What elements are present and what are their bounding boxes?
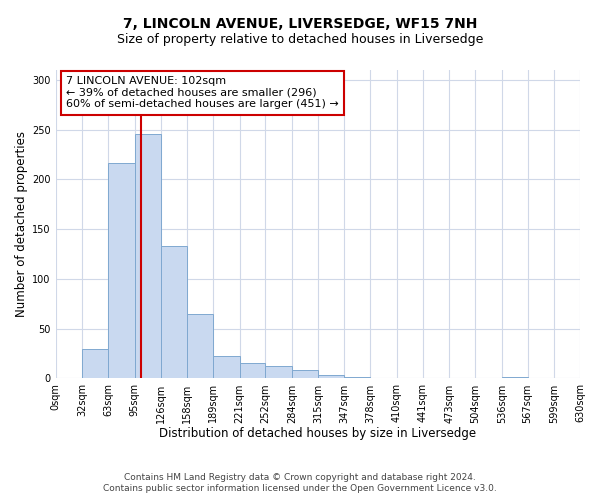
Text: 7, LINCOLN AVENUE, LIVERSEDGE, WF15 7NH: 7, LINCOLN AVENUE, LIVERSEDGE, WF15 7NH: [123, 18, 477, 32]
Text: Size of property relative to detached houses in Liversedge: Size of property relative to detached ho…: [117, 32, 483, 46]
Y-axis label: Number of detached properties: Number of detached properties: [15, 131, 28, 317]
Text: 7 LINCOLN AVENUE: 102sqm
← 39% of detached houses are smaller (296)
60% of semi-: 7 LINCOLN AVENUE: 102sqm ← 39% of detach…: [66, 76, 339, 110]
Bar: [82, 348, 108, 378]
Text: Contains HM Land Registry data © Crown copyright and database right 2024.: Contains HM Land Registry data © Crown c…: [124, 472, 476, 482]
Bar: [292, 370, 318, 378]
Bar: [108, 162, 135, 378]
Bar: [213, 356, 239, 378]
Text: Contains public sector information licensed under the Open Government Licence v3: Contains public sector information licen…: [103, 484, 497, 493]
Bar: [187, 314, 213, 378]
X-axis label: Distribution of detached houses by size in Liversedge: Distribution of detached houses by size …: [159, 427, 476, 440]
Bar: [265, 366, 292, 378]
Bar: [135, 134, 161, 378]
Bar: [318, 376, 344, 378]
Bar: [161, 246, 187, 378]
Bar: [239, 362, 265, 378]
